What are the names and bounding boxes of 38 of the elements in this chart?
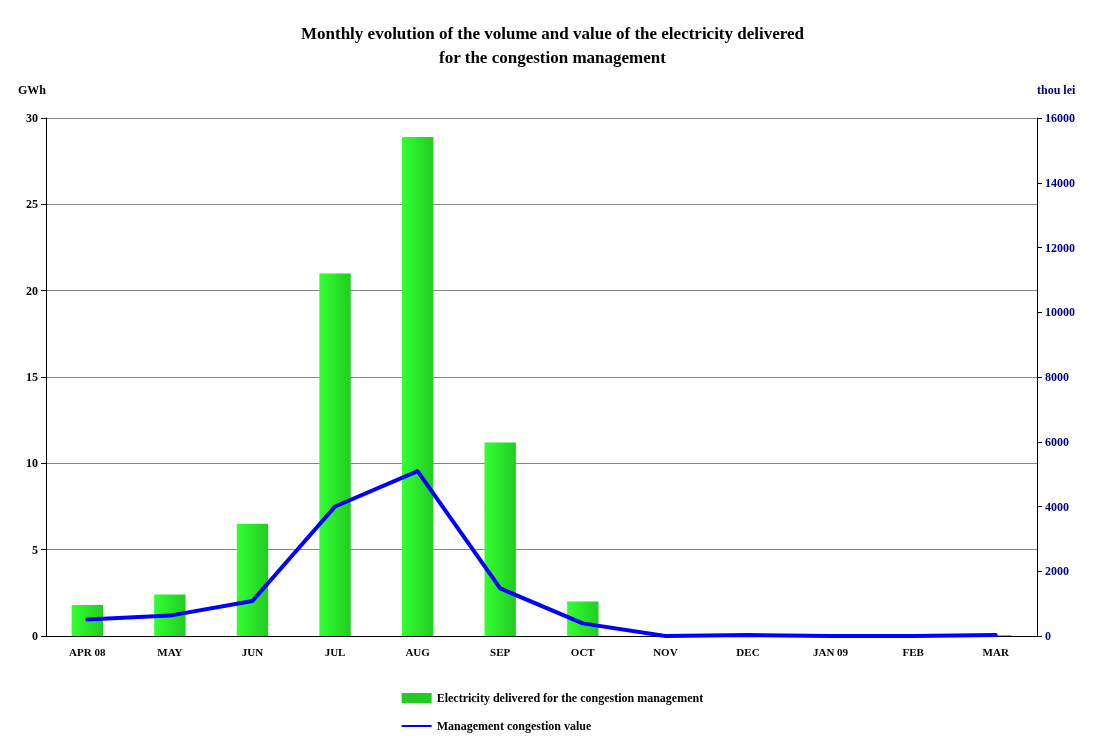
bar (484, 442, 516, 636)
y2-tick-label: 4000 (1045, 499, 1069, 514)
x-tick-label: OCT (570, 645, 596, 658)
x-tick-label: MAR (982, 645, 1010, 658)
x-tick-label: JUN (241, 645, 264, 658)
y2-tick-label: 12000 (1045, 240, 1075, 255)
y2-axis-title: thou lei (1037, 83, 1076, 97)
bar (319, 273, 351, 636)
legend-label: Management congestion value (436, 719, 592, 733)
y-tick-label: 0 (32, 629, 38, 643)
chart-title: Monthly evolution of the volume and value of the electricity delivered for the congestion management (300, 23, 805, 67)
x-tick-label: JAN 09 (812, 645, 849, 658)
bar (71, 604, 103, 636)
y2-tick-label: 6000 (1045, 434, 1069, 449)
x-tick-label: FEB (902, 645, 925, 658)
y-tick-label: 20 (26, 283, 38, 298)
y2-tick-label: 10000 (1045, 305, 1075, 320)
y-tick-label: 5 (32, 542, 38, 557)
y2-tick-label: 14000 (1045, 175, 1075, 190)
x-tick-label: JUL (324, 645, 346, 658)
bar (236, 523, 269, 636)
x-tick-label: SEP (490, 645, 511, 658)
y2-tick-label: 16000 (1045, 111, 1075, 125)
x-tick-label: NOV (653, 645, 678, 658)
x-tick-label: DEC (736, 645, 760, 658)
x-tick-label: AUG (405, 645, 431, 658)
x-tick-label: APR 08 (69, 645, 106, 658)
y2-tick-label: 8000 (1045, 370, 1069, 384)
legend-label: Electricity delivered for the congestion management (436, 691, 704, 705)
y-tick-label: 30 (26, 111, 38, 125)
y-tick-label: 25 (26, 197, 38, 212)
y-tick-label: 15 (26, 370, 38, 384)
y-axis-title: GWh (17, 83, 47, 97)
y-tick-label: 10 (26, 456, 38, 471)
bar (401, 136, 434, 636)
y2-tick-label: 0 (1045, 629, 1051, 643)
y2-tick-label: 2000 (1045, 564, 1069, 579)
x-tick-label: MAY (157, 645, 183, 658)
